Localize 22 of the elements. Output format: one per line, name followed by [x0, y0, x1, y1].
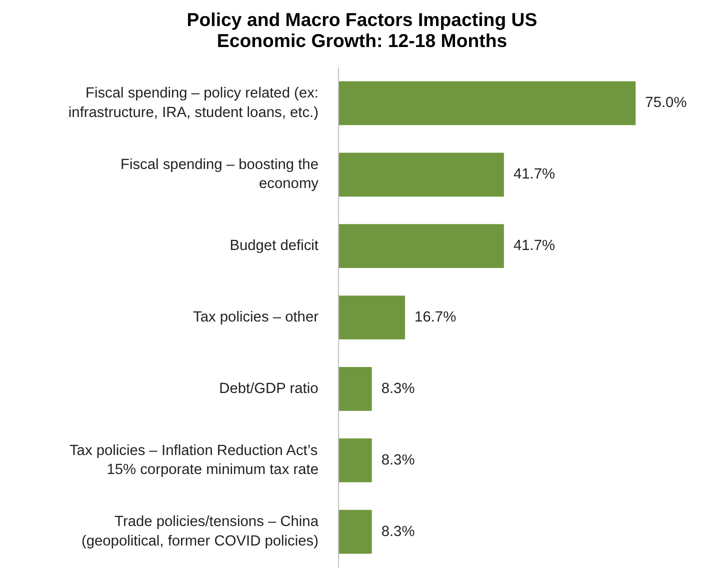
bar — [338, 296, 406, 340]
data-label: 8.3% — [381, 524, 415, 540]
y-tick-label: Debt/GDP ratio — [219, 380, 318, 397]
bar — [338, 438, 372, 482]
y-tick-label: Budget deficit — [230, 238, 318, 254]
bar — [338, 152, 504, 197]
bar — [338, 224, 504, 268]
y-tick-label: Tax policies – other — [193, 309, 319, 326]
data-label: 75.0% — [645, 95, 687, 112]
y-tick-label: Tax policies – Inflation Reduction Act’s 15% corporate minimum tax rate — [69, 442, 319, 478]
data-label: 41.7% — [513, 238, 556, 254]
data-label: 8.3% — [381, 380, 415, 397]
bar — [338, 366, 372, 411]
y-tick-label: Trade policies/tensions – China (geopolitical, former COVID policies) — [81, 514, 320, 550]
data-label: 16.7% — [414, 309, 456, 326]
bar — [338, 510, 372, 554]
y-tick-label: Fiscal spending – boosting the economy — [120, 156, 320, 192]
data-label: 41.7% — [513, 166, 556, 183]
bar — [338, 81, 636, 126]
data-label: 8.3% — [381, 452, 415, 468]
y-tick-label: Fiscal spending – policy related (ex: infrastructure, IRA, student loans, etc.) — [68, 86, 319, 121]
chart-title: Policy and Macro Factors Impacting US Economic Growth: 12-18 Months — [186, 9, 538, 52]
